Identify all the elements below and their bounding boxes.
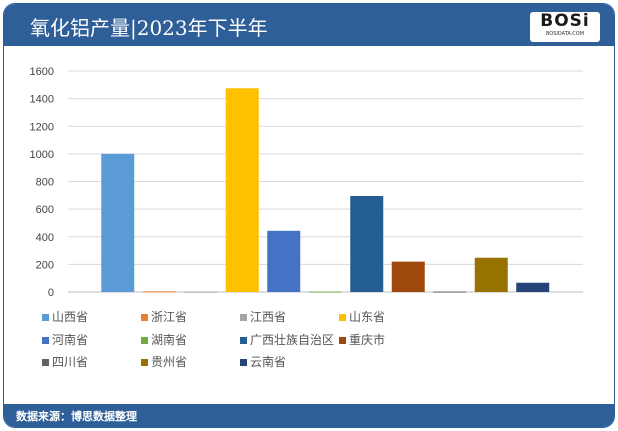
bar-11 bbox=[516, 282, 550, 292]
footer-bar: 数据来源：博思数据整理 bbox=[4, 404, 614, 427]
y-tick-label: 200 bbox=[36, 259, 54, 271]
bar-5 bbox=[267, 230, 301, 292]
y-tick-label: 600 bbox=[36, 204, 54, 216]
legend-label: 云南省 bbox=[250, 355, 287, 369]
legend-swatch bbox=[42, 314, 49, 321]
y-tick-label: 0 bbox=[48, 287, 54, 299]
bar-4 bbox=[225, 88, 259, 292]
y-tick-label: 1200 bbox=[30, 121, 54, 133]
legend-swatch bbox=[339, 336, 346, 344]
bar-3 bbox=[184, 291, 218, 293]
legend-item: 江西省 bbox=[240, 308, 286, 325]
logo-text: BOSi bbox=[540, 11, 590, 31]
header-bar: 氧化铝产量|2023年下半年 BOSi BOSIDATA.COM bbox=[4, 4, 614, 46]
legend-swatch bbox=[141, 336, 148, 344]
bar-2 bbox=[142, 291, 176, 293]
legend-label: 河南省 bbox=[52, 332, 89, 347]
legend-item: 山东省 bbox=[339, 308, 385, 325]
legend-label: 湖南省 bbox=[151, 332, 188, 347]
legend-item: 山西省 bbox=[42, 308, 88, 325]
legend-item: 湖南省 bbox=[141, 331, 187, 348]
y-tick-label: 800 bbox=[36, 177, 54, 189]
legend-swatch bbox=[141, 314, 148, 321]
legend-item: 云南省 bbox=[240, 353, 286, 370]
legend-item: 河南省 bbox=[42, 331, 88, 348]
legend-swatch bbox=[42, 359, 49, 366]
y-tick-label: 1600 bbox=[30, 66, 54, 78]
y-tick-label: 1400 bbox=[30, 94, 54, 106]
legend-item: 广西壮族自治区 bbox=[240, 331, 334, 348]
y-tick-label: 1000 bbox=[30, 149, 54, 161]
legend-label: 贵州省 bbox=[151, 355, 188, 369]
legend-swatch bbox=[240, 314, 247, 321]
legend-item: 四川省 bbox=[42, 353, 88, 370]
bar-8 bbox=[391, 261, 425, 292]
legend-label: 山东省 bbox=[349, 310, 386, 324]
legend-label: 山西省 bbox=[52, 310, 89, 324]
legend-label: 浙江省 bbox=[151, 310, 188, 324]
legend-item: 重庆市 bbox=[339, 331, 385, 348]
legend-label: 广西壮族自治区 bbox=[250, 332, 335, 347]
bar-7 bbox=[350, 196, 384, 292]
bosi-logo: BOSi BOSIDATA.COM bbox=[530, 12, 600, 42]
legend-item: 贵州省 bbox=[141, 353, 187, 370]
legend-swatch bbox=[339, 314, 346, 321]
logo-subtext: BOSIDATA.COM bbox=[545, 31, 585, 37]
legend-swatch bbox=[141, 359, 148, 366]
legend-label: 江西省 bbox=[250, 310, 287, 324]
bar-10 bbox=[474, 257, 508, 292]
legend-label: 重庆市 bbox=[349, 332, 386, 347]
legend-label: 四川省 bbox=[52, 355, 89, 369]
page-title: 氧化铝产量|2023年下半年 bbox=[30, 16, 268, 40]
bar-9 bbox=[433, 291, 467, 293]
bar-6 bbox=[308, 291, 342, 293]
y-tick-label: 400 bbox=[36, 232, 54, 244]
legend-swatch bbox=[240, 336, 247, 344]
legend-item: 浙江省 bbox=[141, 308, 187, 325]
legend-swatch bbox=[240, 359, 247, 366]
data-source: 数据来源：博思数据整理 bbox=[16, 410, 137, 423]
bar-1 bbox=[101, 153, 135, 292]
legend-swatch bbox=[42, 336, 49, 344]
